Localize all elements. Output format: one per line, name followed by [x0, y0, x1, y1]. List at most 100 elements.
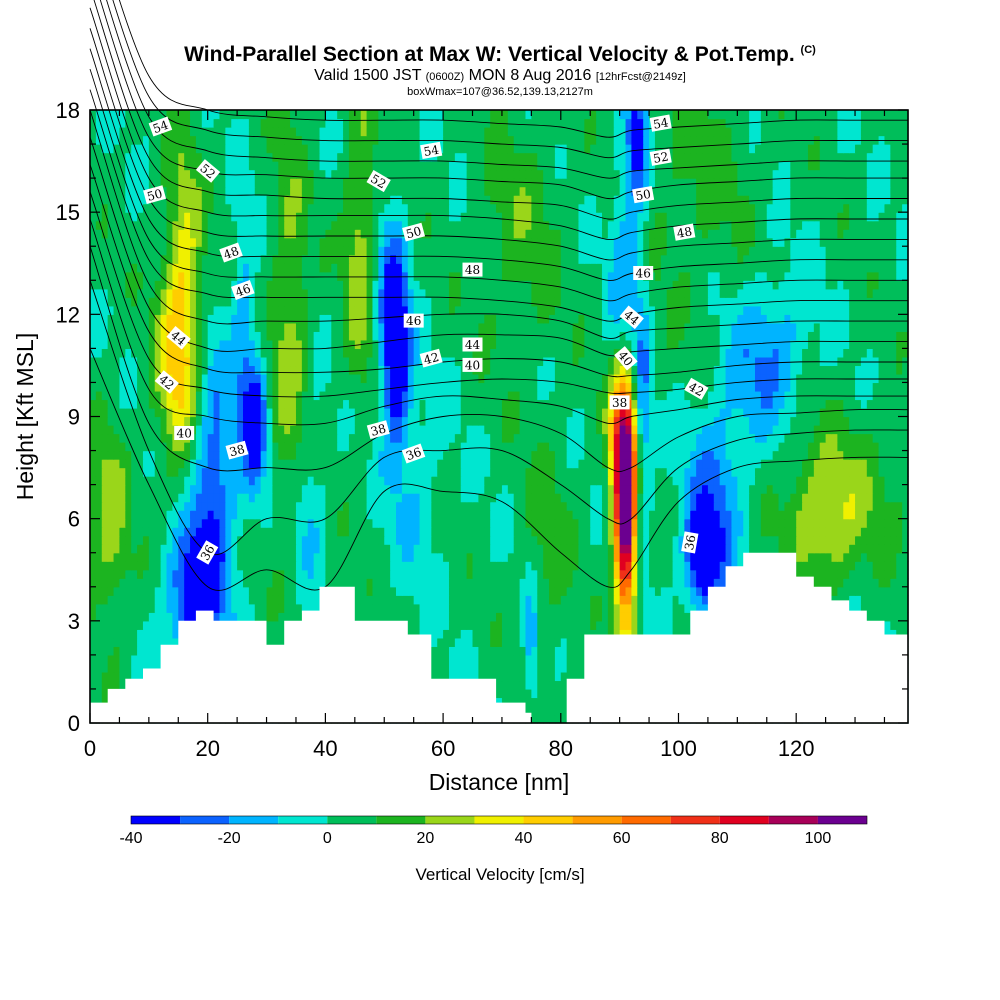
heat-cell — [796, 569, 803, 579]
heat-cell — [443, 586, 450, 596]
heat-cell — [390, 510, 397, 520]
heat-cell — [331, 442, 338, 452]
heat-cell — [407, 552, 415, 562]
heat-cell — [131, 493, 138, 503]
heat-cell — [796, 433, 803, 443]
heat-cell — [278, 552, 285, 562]
heat-cell — [666, 603, 674, 613]
heat-cell — [248, 442, 256, 452]
heat-cell — [613, 629, 621, 639]
heat-cell — [419, 501, 427, 511]
heat-cell — [131, 552, 138, 562]
heat-cell — [484, 450, 491, 460]
heat-cell — [643, 433, 650, 443]
heat-cell — [878, 476, 886, 486]
heat-cell — [113, 595, 121, 605]
heat-cell — [543, 467, 550, 477]
heat-cell — [307, 510, 315, 520]
heat-cell — [760, 493, 768, 503]
heat-cell — [560, 646, 568, 656]
heat-cell — [754, 425, 762, 435]
heat-cell — [448, 612, 456, 622]
heat-cell — [631, 501, 638, 511]
heat-cell — [596, 569, 603, 579]
heat-cell — [278, 459, 285, 469]
heat-cell — [643, 467, 650, 477]
heat-cell — [884, 595, 891, 605]
heat-cell — [513, 697, 521, 707]
heat-cell — [513, 416, 521, 426]
heat-cell — [431, 484, 438, 494]
heat-cell — [572, 493, 580, 503]
heat-cell — [719, 467, 727, 477]
heat-cell — [637, 493, 644, 503]
heat-cell — [448, 552, 456, 562]
heat-cell — [849, 586, 856, 596]
heat-cell — [137, 603, 144, 613]
heat-cell — [113, 612, 121, 622]
heat-cell — [690, 552, 697, 562]
heat-cell — [807, 561, 815, 571]
heat-cell — [507, 484, 515, 494]
heat-cell — [472, 663, 479, 673]
heat-cell — [195, 527, 203, 537]
heat-cell — [531, 586, 538, 596]
heat-cell — [284, 442, 291, 452]
heat-cell — [101, 671, 109, 682]
heat-cell — [525, 527, 532, 537]
heat-cell — [154, 663, 162, 673]
heat-cell — [337, 527, 344, 537]
heat-cell — [525, 442, 532, 452]
heat-cell — [384, 493, 391, 503]
heat-cell — [496, 459, 503, 469]
heat-cell — [295, 433, 303, 443]
heat-cell — [213, 569, 221, 579]
heat-cell — [902, 527, 909, 537]
heat-cell — [225, 493, 232, 503]
heat-cell — [566, 637, 574, 647]
heat-cell — [284, 510, 291, 520]
heat-cell — [560, 450, 568, 460]
heat-cell — [360, 501, 368, 511]
heat-cell — [825, 578, 833, 588]
heat-cell — [566, 663, 574, 673]
heat-cell — [195, 450, 203, 460]
heat-cell — [684, 459, 691, 469]
heat-cell — [578, 544, 585, 554]
heat-cell — [301, 552, 309, 562]
heat-cell — [125, 450, 132, 460]
heat-cell — [119, 493, 126, 503]
heat-cell — [390, 569, 397, 579]
heat-cell — [678, 569, 685, 579]
heat-cell — [331, 433, 338, 443]
heat-cell — [513, 569, 521, 579]
heat-cell — [860, 484, 868, 494]
heat-cell — [419, 518, 427, 528]
heat-cell — [607, 544, 615, 554]
heat-cell — [549, 467, 556, 477]
heat-cell — [837, 459, 844, 469]
heat-cell — [272, 561, 279, 571]
heat-cell — [790, 433, 797, 443]
heat-cell — [396, 586, 403, 596]
heat-cell — [513, 476, 521, 486]
heat-cell — [560, 544, 568, 554]
heat-cell — [590, 467, 597, 477]
heat-cell — [448, 535, 456, 545]
heat-cell — [872, 527, 880, 537]
heat-cell — [131, 637, 138, 647]
heat-cell — [731, 459, 738, 469]
heat-cell — [807, 552, 815, 562]
heat-cell — [501, 510, 509, 520]
heat-cell — [266, 493, 274, 503]
heat-cell — [590, 569, 597, 579]
heat-cell — [860, 459, 868, 469]
heat-cell — [301, 535, 309, 545]
heat-cell — [819, 518, 827, 528]
heat-cell — [607, 510, 615, 520]
heat-cell — [313, 586, 321, 596]
heat-cell — [384, 612, 391, 622]
heat-cell — [855, 586, 862, 596]
heat-cell — [231, 459, 238, 469]
heat-cell — [472, 629, 479, 639]
